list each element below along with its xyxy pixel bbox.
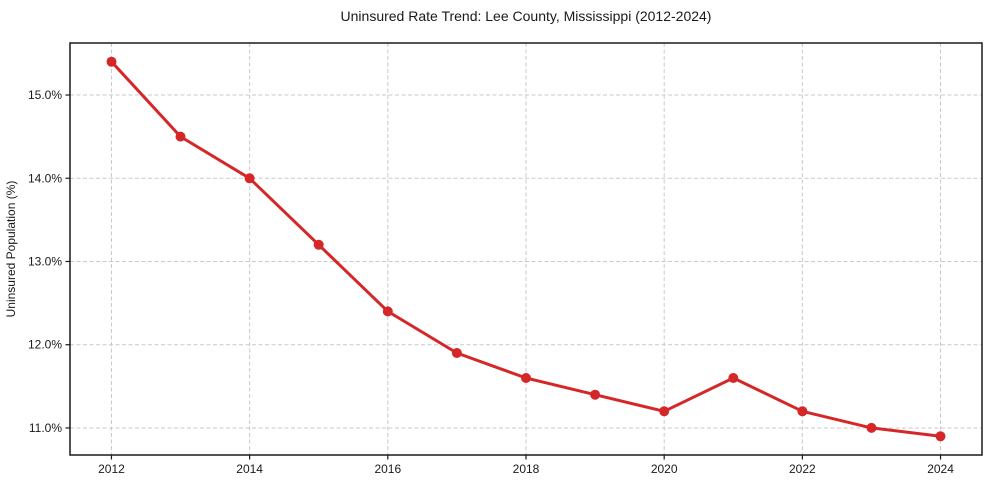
data-point-marker [175, 131, 186, 142]
y-tick-label: 13.0% [28, 254, 62, 268]
data-point-marker [866, 422, 877, 433]
data-point-marker [451, 348, 462, 358]
x-tick-label: 2012 [98, 462, 125, 476]
y-tick-label: 14.0% [28, 171, 62, 185]
data-point-marker [521, 373, 531, 383]
data-point-marker [935, 431, 946, 442]
tick-labels: 2012 2014 2016 2018 2020 2022 2024 11.0% 12.0% 13… [28, 88, 954, 476]
x-tick-label: 2014 [236, 462, 263, 476]
data-point-marker [659, 406, 670, 417]
data-point-marker [382, 306, 393, 317]
data-point-marker [244, 173, 255, 184]
y-axis-label: Uninsured Population (%) [4, 181, 18, 318]
y-tick-label: 15.0% [28, 88, 62, 102]
data-point-marker [590, 389, 601, 400]
tick-marks [65, 94, 942, 460]
data-point-marker [728, 373, 739, 383]
data-point-marker [797, 406, 808, 417]
gridlines [70, 43, 982, 455]
x-tick-label: 2024 [927, 462, 954, 476]
data-point-marker [106, 56, 117, 67]
x-tick-label: 2022 [789, 462, 816, 476]
series-markers [106, 56, 946, 442]
chart-title: Uninsured Rate Trend: Lee County, Missis… [341, 8, 712, 24]
x-tick-label: 2020 [651, 462, 678, 476]
data-point-marker [313, 239, 324, 250]
y-tick-label: 11.0% [29, 421, 62, 435]
y-tick-label: 12.0% [28, 338, 62, 352]
x-tick-label: 2016 [374, 462, 401, 476]
x-tick-label: 2018 [513, 462, 540, 476]
plot-area: 2012 2014 2016 2018 2020 2022 2024 11.0% 12.0% 13… [28, 42, 983, 476]
